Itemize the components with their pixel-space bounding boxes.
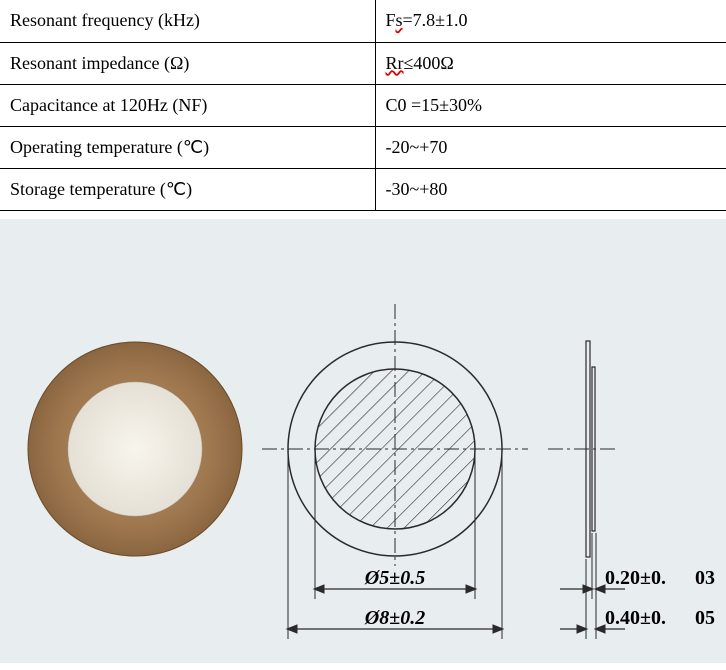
- spec-value: Rr≤400Ω: [375, 42, 726, 84]
- spec-row: Resonant impedance (Ω)Rr≤400Ω: [0, 42, 726, 84]
- front-view-drawing: Ø5±0.5 Ø8±0.2: [262, 304, 528, 639]
- spec-value: Fs=7.8±1.0: [375, 0, 726, 42]
- spec-label: Operating temperature (℃): [0, 126, 375, 168]
- side-view-drawing: 0.20±0. 03 0.40±0. 05: [548, 341, 715, 639]
- spec-value: C0 =15±30%: [375, 84, 726, 126]
- spec-row: Capacitance at 120Hz (NF)C0 =15±30%: [0, 84, 726, 126]
- dim-thk2b: 05: [695, 607, 715, 629]
- spec-value: -30~+80: [375, 168, 726, 210]
- diagram-area: Ø5±0.5 Ø8±0.2 0.20±0. 03: [0, 219, 726, 663]
- spec-table: Resonant frequency (kHz)Fs=7.8±1.0Resona…: [0, 0, 726, 211]
- dim-thk1a: 0.20±0.: [605, 567, 666, 589]
- spec-value: -20~+70: [375, 126, 726, 168]
- spec-label: Resonant frequency (kHz): [0, 0, 375, 42]
- dim-thk2a: 0.40±0.: [605, 607, 666, 629]
- spec-label: Capacitance at 120Hz (NF): [0, 84, 375, 126]
- spec-label: Resonant impedance (Ω): [0, 42, 375, 84]
- dim-outer-dia: Ø8±0.2: [364, 607, 425, 629]
- dim-inner-dia: Ø5±0.5: [364, 567, 425, 589]
- spec-row: Resonant frequency (kHz)Fs=7.8±1.0: [0, 0, 726, 42]
- spec-label: Storage temperature (℃): [0, 168, 375, 210]
- dim-thk1b: 03: [695, 567, 715, 589]
- spec-row: Storage temperature (℃)-30~+80: [0, 168, 726, 210]
- diagram-svg: Ø5±0.5 Ø8±0.2 0.20±0. 03: [0, 219, 726, 663]
- disc-photo: [28, 342, 242, 556]
- spec-row: Operating temperature (℃)-20~+70: [0, 126, 726, 168]
